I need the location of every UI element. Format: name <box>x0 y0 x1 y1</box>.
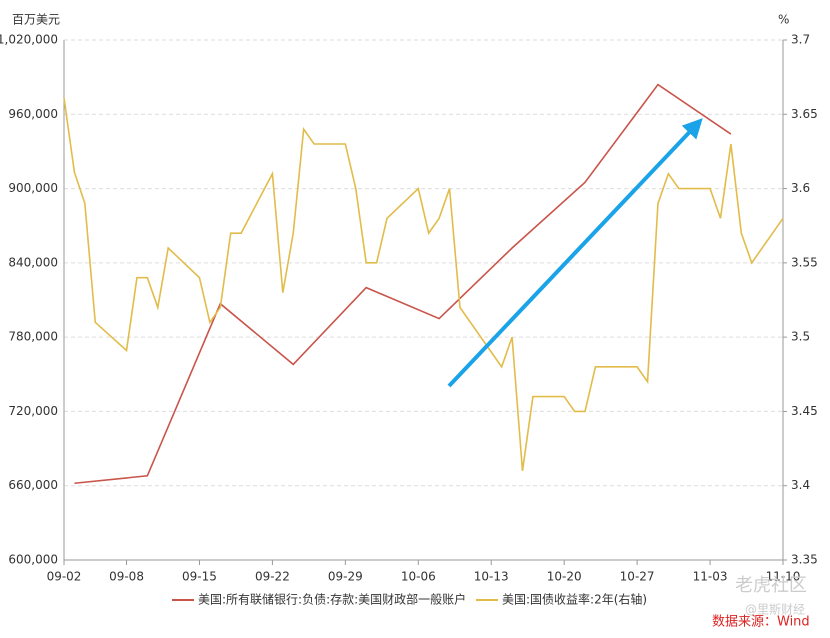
x-tick-label: 11-03 <box>693 570 728 584</box>
y2-tick-label: 3.4 <box>791 478 810 492</box>
trend-arrow <box>447 118 703 388</box>
watermark: @里斯财经 <box>745 603 805 617</box>
watermark: 老虎社区 <box>735 575 807 596</box>
y-tick-label: 660,000 <box>8 478 58 492</box>
y2-tick-label: 3.6 <box>791 181 810 195</box>
x-tick-label: 09-22 <box>255 570 290 584</box>
legend-label: 美国:国债收益率:2年(右轴) <box>502 592 647 607</box>
x-tick-label: 10-13 <box>474 570 509 584</box>
y-tick-label: 960,000 <box>8 107 58 121</box>
x-tick-label: 09-29 <box>328 570 363 584</box>
x-tick-label: 10-20 <box>547 570 582 584</box>
y-tick-label: 780,000 <box>8 330 58 344</box>
legend-label: 美国:所有联储银行:负债:存款:美国财政部一般账户 <box>198 592 466 607</box>
x-tick-label: 09-02 <box>47 570 82 584</box>
y-tick-label: 720,000 <box>8 404 58 418</box>
x-tick-label: 10-06 <box>401 570 436 584</box>
y2-tick-label: 3.7 <box>791 33 810 47</box>
y2-tick-label: 3.55 <box>791 255 818 269</box>
y-tick-label: 840,000 <box>8 255 58 269</box>
y-tick-label: 1,020,000 <box>0 33 58 47</box>
y2-tick-label: 3.65 <box>791 107 818 121</box>
x-tick-label: 09-08 <box>109 570 144 584</box>
y-axis-unit: 百万美元 <box>12 13 60 27</box>
plot: 600,000 660,000 720,000 780,000 840,000 900,0… <box>0 33 818 607</box>
source-note: 数据来源：Wind <box>712 615 810 630</box>
y2-tick-label: 3.45 <box>791 404 818 418</box>
series-line <box>74 83 732 485</box>
y2-tick-label: 3.5 <box>791 330 810 344</box>
x-tick-label: 09-15 <box>182 570 217 584</box>
x-tick-label: 11-10 <box>766 570 801 584</box>
y-tick-label: 600,000 <box>8 553 58 567</box>
y2-tick-label: 3.35 <box>791 553 818 567</box>
y-tick-label: 900,000 <box>8 181 58 195</box>
series-line <box>63 97 784 471</box>
y2-axis-unit: % <box>778 13 789 27</box>
x-tick-label: 10-27 <box>620 570 655 584</box>
